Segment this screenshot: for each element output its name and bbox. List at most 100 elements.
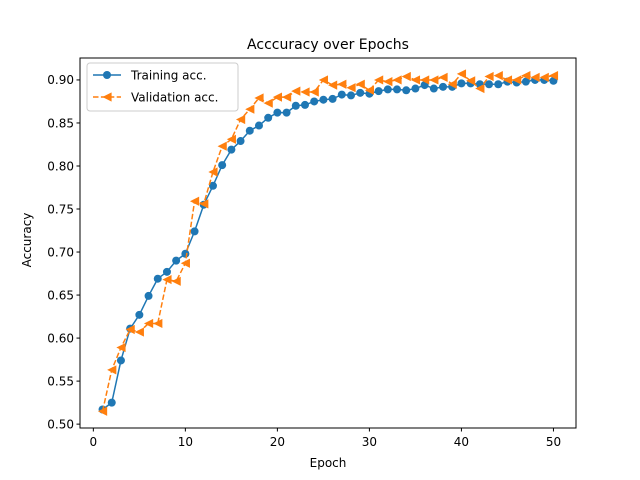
y-tick-label: 0.60	[47, 331, 74, 345]
data-point	[116, 342, 126, 353]
x-tick-label: 40	[454, 435, 469, 449]
data-point	[411, 84, 420, 93]
y-tick-label: 0.50	[47, 417, 74, 431]
data-point	[300, 100, 309, 109]
data-point	[356, 88, 365, 97]
data-point	[466, 76, 476, 86]
data-point	[282, 108, 291, 117]
x-tick-label: 10	[178, 435, 193, 449]
y-tick-label: 0.55	[47, 374, 74, 388]
data-point	[410, 75, 421, 85]
plot-area: 0 10 20 30 40 50 0.50 0.55 0.60 0.65 0.70 0.75 0.80 0…	[47, 57, 577, 449]
data-point	[429, 75, 439, 85]
data-point	[180, 258, 190, 268]
data-point	[272, 92, 282, 102]
data-point	[125, 324, 135, 335]
data-point	[264, 113, 273, 122]
data-point	[402, 86, 411, 95]
data-point	[521, 71, 531, 81]
y-tick-label: 0.75	[47, 202, 74, 216]
legend-entry: Validation acc.	[93, 90, 218, 104]
legend-label: Validation acc.	[131, 90, 218, 104]
data-point	[456, 69, 467, 79]
data-point	[364, 85, 375, 95]
data-point	[485, 80, 494, 89]
x-tick-label: 0	[90, 435, 98, 449]
data-point	[318, 75, 328, 85]
data-point	[217, 141, 227, 151]
data-point	[235, 114, 246, 125]
legend-marker	[102, 92, 112, 102]
data-point	[236, 137, 245, 146]
legend-marker	[103, 71, 111, 79]
data-point	[374, 75, 384, 85]
data-point	[254, 93, 264, 103]
data-point	[374, 87, 383, 96]
data-point	[383, 85, 392, 94]
data-point	[393, 85, 402, 94]
data-point	[291, 101, 300, 110]
data-point	[107, 365, 117, 375]
data-point	[475, 83, 485, 94]
data-point	[153, 318, 163, 329]
data-point	[347, 91, 356, 100]
data-point	[226, 134, 236, 144]
data-point	[420, 75, 430, 85]
data-point	[218, 161, 227, 170]
series-2	[97, 69, 559, 416]
data-point	[135, 310, 144, 319]
y-tick-label: 0.65	[47, 288, 74, 302]
x-axis-label: Epoch	[310, 456, 347, 470]
data-point	[512, 75, 522, 85]
data-point	[263, 98, 273, 108]
data-point	[97, 406, 108, 416]
data-point	[447, 79, 457, 89]
data-point	[355, 79, 365, 89]
data-point	[134, 327, 144, 337]
data-point	[300, 87, 310, 97]
data-point	[153, 274, 162, 283]
legend-label: Training acc.	[130, 68, 207, 82]
data-point	[392, 75, 402, 85]
y-tick-label: 0.70	[47, 245, 74, 259]
data-point	[539, 72, 549, 82]
data-point	[548, 71, 559, 81]
data-point	[493, 71, 503, 81]
data-point	[171, 276, 181, 286]
data-point	[484, 71, 494, 82]
data-point	[189, 196, 200, 206]
data-point	[144, 291, 153, 300]
data-point	[181, 249, 190, 258]
data-point	[162, 267, 171, 276]
data-point	[383, 77, 393, 87]
data-point	[494, 80, 503, 89]
data-point	[291, 86, 301, 96]
data-point	[208, 181, 217, 190]
x-tick-label: 20	[270, 435, 285, 449]
data-point	[245, 104, 255, 114]
data-point	[208, 167, 218, 177]
data-point	[319, 95, 328, 104]
y-axis-label: Accuracy	[20, 213, 34, 268]
data-point	[401, 71, 411, 82]
data-point	[162, 274, 172, 285]
data-point	[439, 82, 448, 91]
data-point	[310, 97, 319, 106]
data-point	[281, 92, 292, 102]
data-point	[116, 356, 125, 365]
data-point	[273, 108, 282, 117]
data-point	[199, 199, 209, 209]
y-tick-label: 0.80	[47, 159, 74, 173]
data-point	[521, 77, 530, 86]
data-point	[337, 90, 346, 99]
x-tick-label: 50	[546, 435, 561, 449]
data-point	[254, 121, 263, 130]
data-point	[227, 145, 236, 154]
data-point	[245, 126, 254, 135]
data-point	[337, 79, 347, 89]
data-point	[502, 75, 513, 85]
legend-entry: Training acc.	[93, 68, 207, 82]
chart-title: Acccuracy over Epochs	[247, 37, 409, 53]
